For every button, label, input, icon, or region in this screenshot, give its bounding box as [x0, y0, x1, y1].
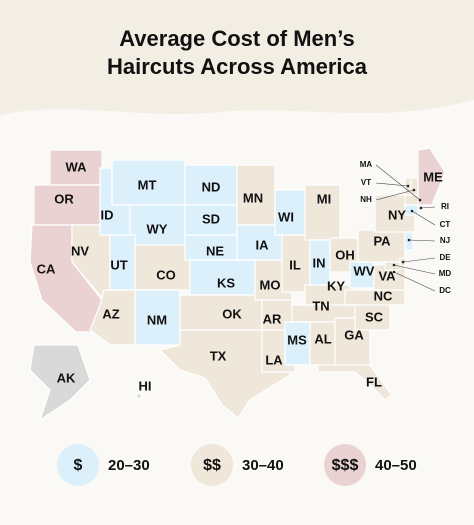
state-label: OH [335, 247, 355, 262]
state-label: AK [57, 370, 76, 385]
state-label: RI [441, 202, 449, 211]
state-label: FL [366, 374, 382, 389]
state-label: WY [147, 221, 168, 236]
state-label: MA [360, 160, 373, 169]
state-label: PA [373, 233, 391, 248]
callout-line [408, 239, 436, 242]
state-label: MN [243, 190, 263, 205]
callout-line [375, 182, 409, 187]
callout-dot [410, 209, 414, 213]
state-label: VT [361, 178, 371, 187]
state-label: NJ [440, 236, 450, 245]
state-label: GA [344, 327, 364, 342]
state-label: MD [439, 269, 452, 278]
state-label: NC [374, 288, 393, 303]
state-label: CO [156, 267, 176, 282]
state-shape [29, 344, 91, 422]
state-label: MO [260, 277, 281, 292]
state-label: IL [289, 257, 301, 272]
legend-swatch [191, 444, 233, 486]
state-label: OR [54, 191, 74, 206]
state-label: NV [71, 243, 89, 258]
callout-dot [401, 260, 405, 264]
state-label: UT [110, 257, 127, 272]
header-band [0, 0, 474, 115]
state-label: VA [378, 268, 396, 283]
legend-range: 30–40 [242, 457, 284, 474]
callout-line [411, 210, 436, 226]
legend-range: 20–30 [108, 457, 150, 474]
state-label: NE [206, 243, 224, 258]
callout-dot [412, 188, 416, 192]
callout-line [393, 264, 436, 275]
state-label: MT [138, 177, 157, 192]
state-label: DC [439, 286, 451, 295]
state-label: ME [423, 169, 443, 184]
callout-dot [419, 206, 423, 210]
callout-dot [392, 263, 396, 267]
callout-line [420, 206, 436, 209]
legend-symbol: $ [74, 457, 83, 474]
title-line: Average Cost of Men’s [119, 26, 355, 51]
callout-line [402, 257, 436, 263]
legend: $20–30 $$ 30–40 $$$ 40–50 [57, 444, 417, 486]
legend-swatch [57, 444, 99, 486]
state-label: IA [256, 237, 270, 252]
state-label: TN [312, 298, 329, 313]
state-label: MS [287, 332, 307, 347]
state-label: SD [202, 211, 220, 226]
state-label: NH [360, 195, 372, 204]
legend-symbol: $$ [203, 457, 221, 474]
callout-dot [392, 270, 396, 274]
state-shape [317, 364, 393, 401]
callout-dot [406, 184, 410, 188]
title-line: Haircuts Across America [107, 54, 368, 79]
state-label: AZ [102, 306, 119, 321]
state-label: DE [439, 253, 451, 262]
state-label: SC [365, 309, 384, 324]
state-label: NM [147, 312, 167, 327]
state-label: WI [278, 209, 294, 224]
state-label: WV [354, 263, 375, 278]
state-label: HI [139, 378, 152, 393]
state-label: KY [327, 278, 345, 293]
state-label: CT [440, 220, 451, 229]
state-label: IN [313, 255, 326, 270]
state-label: WA [66, 159, 88, 174]
state-label: AL [314, 331, 331, 346]
state-shape [384, 261, 401, 271]
state-label: AR [263, 311, 282, 326]
callout-line [393, 271, 436, 292]
state-label: NY [388, 207, 406, 222]
state-label: ID [101, 207, 114, 222]
state-label: LA [265, 352, 283, 367]
state-shape [179, 294, 263, 331]
state-label: KS [217, 275, 235, 290]
callout-dot [407, 238, 411, 242]
us-map: WA OR CA NV ID MT WY UT CO AZ NM ND SD NE KS OK TX MN IA MO… [29, 147, 452, 422]
legend-swatch [324, 444, 366, 486]
state-label: MI [317, 191, 331, 206]
state-label: OK [222, 306, 242, 321]
state-shape [135, 392, 143, 400]
callout-line [375, 164, 421, 201]
callout-dot [418, 198, 422, 202]
legend-symbol: $$$ [332, 457, 359, 474]
state-label: ND [202, 179, 221, 194]
legend-range: 40–50 [375, 457, 417, 474]
state-shape [410, 177, 419, 196]
callout-line [375, 189, 415, 201]
state-label: CA [37, 261, 56, 276]
state-label: TX [210, 348, 227, 363]
